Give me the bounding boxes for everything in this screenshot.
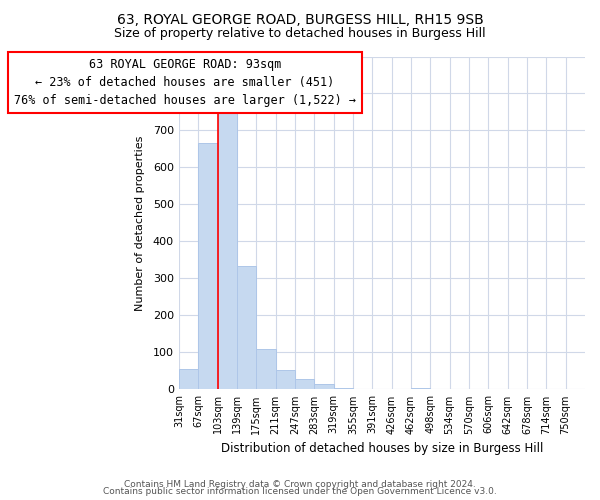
Y-axis label: Number of detached properties: Number of detached properties	[134, 136, 145, 310]
Bar	[411, 388, 430, 390]
Bar	[334, 388, 353, 390]
Text: Contains public sector information licensed under the Open Government Licence v3: Contains public sector information licen…	[103, 487, 497, 496]
Bar	[237, 266, 256, 390]
Bar	[295, 380, 314, 390]
Text: 63 ROYAL GEORGE ROAD: 93sqm
← 23% of detached houses are smaller (451)
76% of se: 63 ROYAL GEORGE ROAD: 93sqm ← 23% of det…	[14, 58, 356, 106]
Text: Size of property relative to detached houses in Burgess Hill: Size of property relative to detached ho…	[114, 28, 486, 40]
Text: 63, ROYAL GEORGE ROAD, BURGESS HILL, RH15 9SB: 63, ROYAL GEORGE ROAD, BURGESS HILL, RH1…	[116, 12, 484, 26]
Bar	[256, 348, 275, 390]
Bar	[179, 369, 198, 390]
Bar	[218, 112, 237, 390]
Text: Contains HM Land Registry data © Crown copyright and database right 2024.: Contains HM Land Registry data © Crown c…	[124, 480, 476, 489]
X-axis label: Distribution of detached houses by size in Burgess Hill: Distribution of detached houses by size …	[221, 442, 543, 455]
Bar	[314, 384, 334, 390]
Bar	[275, 370, 295, 390]
Bar	[198, 144, 218, 390]
